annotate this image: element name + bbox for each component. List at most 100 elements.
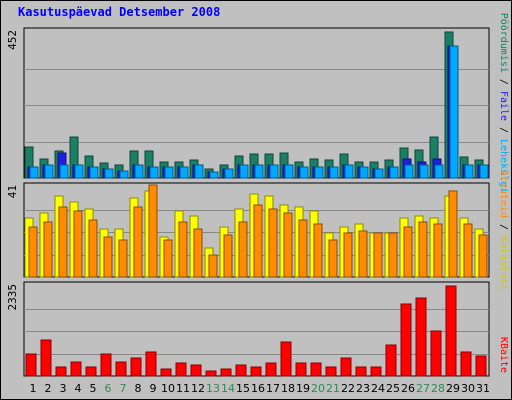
bar-middle-arvuteid-6 <box>103 236 113 278</box>
bar-bottom-kbaite-5 <box>85 366 97 377</box>
bar-bottom-kbaite-18 <box>280 341 292 377</box>
legend-item: / <box>498 121 509 139</box>
x-tick-label-16: 16 <box>251 382 265 395</box>
bar-bottom-kbaite-12 <box>190 364 202 377</box>
bar-middle-arvuteid-21 <box>328 239 338 278</box>
bar-bottom-kbaite-30 <box>460 351 472 377</box>
x-tick-label-8: 8 <box>135 382 142 395</box>
bar-top-lehekülgi-27 <box>419 164 429 179</box>
bar-top-lehekülgi-9 <box>149 166 159 179</box>
bar-top-lehekülgi-21 <box>329 166 339 179</box>
x-tick-label-23: 23 <box>356 382 370 395</box>
bar-top-lehekülgi-24 <box>374 168 384 179</box>
bar-middle-arvuteid-24 <box>373 232 383 278</box>
legend-item: Faile <box>498 91 509 121</box>
x-tick-label-10: 10 <box>161 382 175 395</box>
bar-middle-arvuteid-12 <box>193 228 203 278</box>
bar-middle-arvuteid-30 <box>463 223 473 278</box>
bar-bottom-kbaite-10 <box>160 368 172 377</box>
bar-top-lehekülgi-17 <box>269 164 279 179</box>
bar-bottom-kbaite-22 <box>340 357 352 377</box>
x-tick-label-1: 1 <box>30 382 37 395</box>
x-tick-label-14: 14 <box>221 382 235 395</box>
x-tick-label-15: 15 <box>236 382 250 395</box>
bar-top-lehekülgi-19 <box>299 166 309 179</box>
axis-max-label: 41 <box>6 185 19 198</box>
bar-middle-arvuteid-7 <box>118 239 128 278</box>
bar-top-lehekülgi-16 <box>254 164 264 179</box>
bar-middle-arvuteid-20 <box>313 223 323 278</box>
bar-middle-arvuteid-2 <box>43 221 53 278</box>
legend-item: Pöördumisi <box>498 13 509 73</box>
bar-top-lehekülgi-15 <box>239 164 249 179</box>
x-tick-label-30: 30 <box>461 382 475 395</box>
bar-middle-arvuteid-15 <box>238 221 248 278</box>
bar-top-lehekülgi-14 <box>224 168 234 179</box>
bar-middle-arvuteid-26 <box>403 226 413 278</box>
bar-bottom-kbaite-4 <box>70 361 82 377</box>
bar-top-lehekülgi-8 <box>134 164 144 179</box>
bar-bottom-kbaite-11 <box>175 362 187 377</box>
bar-bottom-kbaite-20 <box>310 362 322 377</box>
legend-item: Arvuteid <box>498 170 509 218</box>
x-tick-label-28: 28 <box>431 382 445 395</box>
panel-top <box>23 27 490 179</box>
legend-item: Lehekülgi <box>498 139 509 193</box>
bar-bottom-kbaite-25 <box>385 344 397 377</box>
bar-middle-arvuteid-27 <box>418 221 428 278</box>
x-tick-label-20: 20 <box>311 382 325 395</box>
x-tick-label-24: 24 <box>371 382 385 395</box>
bar-bottom-kbaite-3 <box>55 366 67 377</box>
bar-middle-arvuteid-10 <box>163 239 173 278</box>
bar-middle-arvuteid-29 <box>448 190 458 278</box>
x-tick-label-6: 6 <box>105 382 112 395</box>
bar-bottom-kbaite-19 <box>295 362 307 377</box>
x-tick-label-26: 26 <box>401 382 415 395</box>
bar-bottom-kbaite-14 <box>220 368 232 377</box>
axis-max-label: 2335 <box>6 284 19 311</box>
legend-item: KBaite <box>498 337 509 373</box>
bar-middle-arvuteid-23 <box>358 230 368 278</box>
bar-top-lehekülgi-5 <box>89 166 99 179</box>
bar-middle-arvuteid-13 <box>208 254 218 278</box>
x-tick-label-29: 29 <box>446 382 460 395</box>
bar-top-lehekülgi-3 <box>59 164 69 179</box>
bar-top-lehekülgi-22 <box>344 164 354 179</box>
bar-middle-arvuteid-28 <box>433 223 443 278</box>
bar-middle-arvuteid-25 <box>388 232 398 278</box>
bar-bottom-kbaite-21 <box>325 366 337 377</box>
bar-bottom-kbaite-9 <box>145 351 157 377</box>
legend-item: / <box>498 73 509 91</box>
bar-bottom-kbaite-8 <box>130 357 142 377</box>
bar-middle-arvuteid-22 <box>343 232 353 278</box>
x-tick-label-13: 13 <box>206 382 220 395</box>
bar-bottom-kbaite-26 <box>400 303 412 377</box>
x-tick-label-5: 5 <box>90 382 97 395</box>
bar-middle-arvuteid-17 <box>268 208 278 278</box>
bar-top-lehekülgi-1 <box>29 166 39 179</box>
chart-title: Kasutuspäevad Detsember 2008 <box>18 5 221 19</box>
bar-bottom-kbaite-16 <box>250 366 262 377</box>
bar-top-lehekülgi-18 <box>284 164 294 179</box>
legend-bottom: KBaite <box>498 337 509 373</box>
bar-middle-arvuteid-14 <box>223 234 233 278</box>
bar-top-lehekülgi-10 <box>164 166 174 179</box>
bar-bottom-kbaite-2 <box>40 339 52 377</box>
x-tick-label-21: 21 <box>326 382 340 395</box>
bar-top-lehekülgi-26 <box>404 164 414 179</box>
bar-middle-arvuteid-3 <box>58 206 68 278</box>
bar-middle-arvuteid-19 <box>298 219 308 278</box>
bar-top-lehekülgi-25 <box>389 166 399 179</box>
x-tick-label-12: 12 <box>191 382 205 395</box>
x-tick-label-18: 18 <box>281 382 295 395</box>
bar-middle-arvuteid-8 <box>133 206 143 278</box>
bar-middle-arvuteid-11 <box>178 221 188 278</box>
legend-middle: Arvuteid / Külastusi <box>498 170 509 290</box>
bar-middle-arvuteid-31 <box>478 234 488 278</box>
bar-top-lehekülgi-23 <box>359 166 369 179</box>
x-tick-label-17: 17 <box>266 382 280 395</box>
axis-max-label: 452 <box>6 30 19 50</box>
bar-middle-arvuteid-5 <box>88 219 98 278</box>
bar-top-lehekülgi-12 <box>194 164 204 179</box>
